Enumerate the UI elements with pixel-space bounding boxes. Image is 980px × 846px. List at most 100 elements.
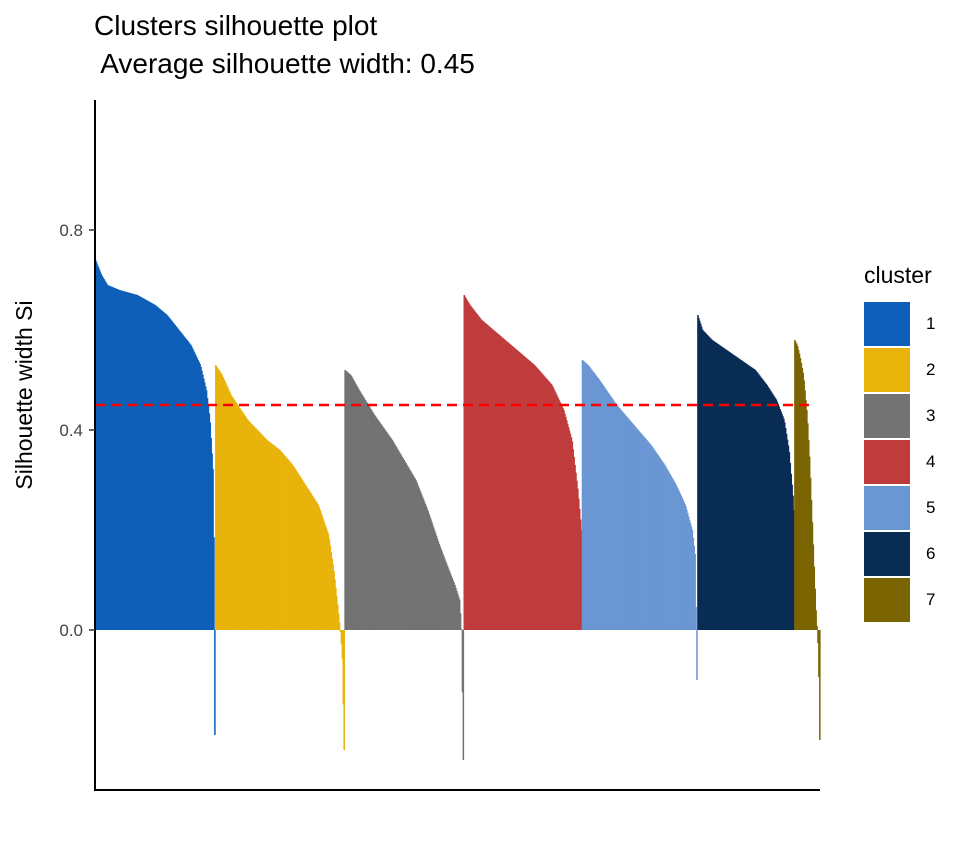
silhouette-bar-cluster-3 [426,508,429,630]
silhouette-bar-cluster-2 [215,365,217,630]
silhouette-bar-cluster-1 [199,363,201,630]
silhouette-bar-cluster-4 [557,398,560,630]
silhouette-bar-cluster-5 [671,477,673,630]
silhouette-bar-cluster-3 [346,371,348,630]
silhouette-bar-cluster-3 [407,466,409,630]
silhouette-bar-cluster-3 [374,416,377,630]
silhouette-bar-cluster-3 [438,543,441,630]
silhouette-bar-cluster-4 [512,346,514,630]
silhouette-bar-cluster-5 [590,368,592,630]
silhouette-bar-cluster-1 [203,382,206,630]
silhouette-bar-cluster-2 [286,458,288,630]
silhouette-bar-cluster-6 [697,315,699,630]
silhouette-bar-cluster-5 [669,474,671,630]
silhouette-bar-cluster-6 [775,399,778,630]
silhouette-bar-cluster-1 [160,310,163,630]
legend-item-cluster-1: 1 [864,301,935,347]
silhouette-bar-cluster-5 [587,364,589,630]
silhouette-bar-cluster-3 [436,538,439,630]
silhouette-bar-cluster-5 [638,431,641,630]
silhouette-bar-cluster-7 [805,400,807,630]
silhouette-bar-cluster-5 [614,403,617,630]
silhouette-bar-cluster-3 [365,401,368,630]
silhouette-bar-cluster-3 [354,382,357,630]
silhouette-bar-cluster-5 [670,475,672,630]
silhouette-bar-cluster-4 [571,441,574,630]
silhouette-bar-cluster-1 [124,291,127,630]
silhouette-bar-cluster-1 [169,319,172,630]
silhouette-bar-cluster-1 [119,290,121,630]
silhouette-bar-cluster-3 [427,511,429,630]
silhouette-bar-cluster-1 [171,321,174,630]
silhouette-bar-cluster-5 [682,499,684,630]
silhouette-bar-cluster-1 [179,330,181,630]
silhouette-bar-cluster-5 [690,526,693,630]
silhouette-bar-cluster-4 [531,363,534,630]
silhouette-bar-cluster-5 [689,523,692,630]
silhouette-bar-cluster-2 [341,630,344,659]
silhouette-bar-cluster-2 [318,507,321,630]
silhouette-bar-cluster-2 [294,468,297,630]
silhouette-bar-cluster-7 [810,500,813,630]
silhouette-bar-cluster-4 [576,480,578,630]
silhouette-bar-cluster-1 [180,333,183,630]
silhouette-bar-cluster-2 [309,491,311,630]
silhouette-bar-cluster-2 [303,483,306,630]
silhouette-bar-cluster-4 [560,404,562,630]
silhouette-bar-cluster-2 [267,441,270,630]
silhouette-bar-cluster-5 [684,503,686,630]
silhouette-bar-cluster-3 [445,563,448,630]
silhouette-bar-cluster-3 [356,386,358,630]
silhouette-bar-cluster-6 [702,330,705,630]
silhouette-bar-cluster-6 [741,360,744,630]
silhouette-bar-cluster-3 [449,573,452,630]
silhouette-bar-cluster-6 [732,354,734,630]
silhouette-bar-cluster-3 [424,503,427,630]
silhouette-bar-cluster-5 [662,463,665,630]
silhouette-bar-cluster-1 [119,290,122,630]
silhouette-bar-cluster-6 [757,373,759,631]
silhouette-bar-cluster-4 [482,321,485,630]
silhouette-bar-cluster-1 [97,266,100,630]
silhouette-bar-cluster-4 [517,350,519,630]
silhouette-bar-cluster-4 [558,400,561,630]
silhouette-bar-cluster-4 [578,498,580,630]
silhouette-bar-cluster-1 [156,306,159,630]
silhouette-bar-cluster-5 [627,418,630,630]
silhouette-bar-cluster-2 [224,381,226,630]
silhouette-bar-cluster-2 [216,367,219,630]
silhouette-bar-cluster-4 [578,509,581,630]
silhouette-bar-cluster-1 [210,437,212,630]
silhouette-bar-cluster-4 [572,449,574,630]
silhouette-bar-cluster-3 [451,577,454,631]
silhouette-bar-cluster-3 [350,376,353,630]
silhouette-bar-cluster-1 [131,293,134,630]
silhouette-bar-cluster-6 [724,349,727,630]
silhouette-bar-cluster-6 [771,393,774,630]
silhouette-bar-cluster-2 [270,443,272,630]
silhouette-bar-cluster-1 [184,337,187,630]
silhouette-bar-cluster-1 [102,277,104,630]
silhouette-bar-cluster-4 [478,316,480,630]
silhouette-bar-cluster-6 [735,356,737,630]
silhouette-bar-cluster-3 [379,422,381,630]
silhouette-bar-cluster-6 [730,353,732,630]
silhouette-bar-cluster-1 [213,537,215,630]
silhouette-bar-cluster-4 [496,333,499,630]
silhouette-bar-cluster-3 [415,480,417,630]
silhouette-bar-cluster-3 [430,519,432,630]
silhouette-bar-cluster-5 [664,466,667,630]
silhouette-bar-cluster-1 [146,300,149,630]
silhouette-bar-cluster-5 [584,362,587,630]
silhouette-bar-cluster-1 [187,341,189,630]
silhouette-bar-cluster-6 [706,334,708,630]
silhouette-bar-cluster-5 [654,451,657,630]
silhouette-bar-cluster-1 [212,468,214,630]
legend-item-cluster-2: 2 [864,347,935,393]
silhouette-bar-cluster-5 [637,429,639,630]
silhouette-bar-cluster-1 [103,278,105,630]
silhouette-bar-cluster-2 [248,421,250,630]
silhouette-bar-cluster-6 [746,363,748,630]
silhouette-bar-cluster-2 [278,449,281,630]
silhouette-bar-cluster-3 [460,628,463,630]
